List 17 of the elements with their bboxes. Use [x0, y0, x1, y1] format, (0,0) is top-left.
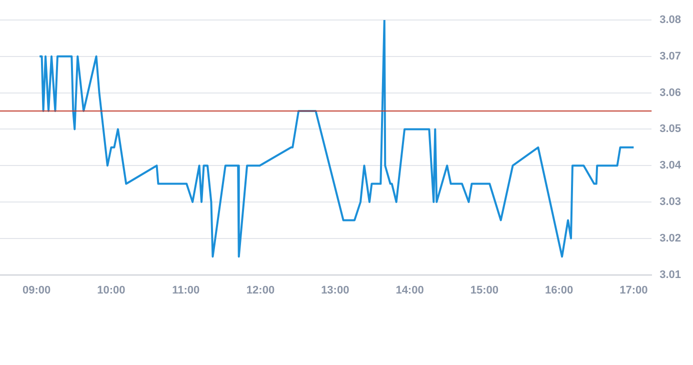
- x-tick-label: 13:00: [321, 284, 350, 296]
- x-tick-label: 14:00: [396, 284, 424, 296]
- y-tick-label: 3.04: [660, 160, 682, 172]
- x-tick-label: 10:00: [97, 284, 126, 296]
- y-tick-label: 3.08: [660, 14, 682, 26]
- y-tick-label: 3.05: [660, 123, 682, 136]
- x-tick-label: 11:00: [172, 284, 200, 296]
- x-tick-label: 16:00: [544, 284, 574, 296]
- y-tick-label: 3.06: [660, 86, 682, 99]
- y-tick-label: 3.03: [660, 196, 682, 208]
- y-tick-label: 3.07: [660, 50, 682, 62]
- x-tick-label: 09:00: [22, 284, 51, 296]
- x-tick-label: 15:00: [470, 284, 498, 296]
- y-tick-label: 3.02: [660, 232, 682, 244]
- x-tick-label: 17:00: [620, 284, 648, 296]
- y-tick-label: 3.01: [660, 268, 682, 281]
- x-tick-label: 12:00: [246, 284, 275, 296]
